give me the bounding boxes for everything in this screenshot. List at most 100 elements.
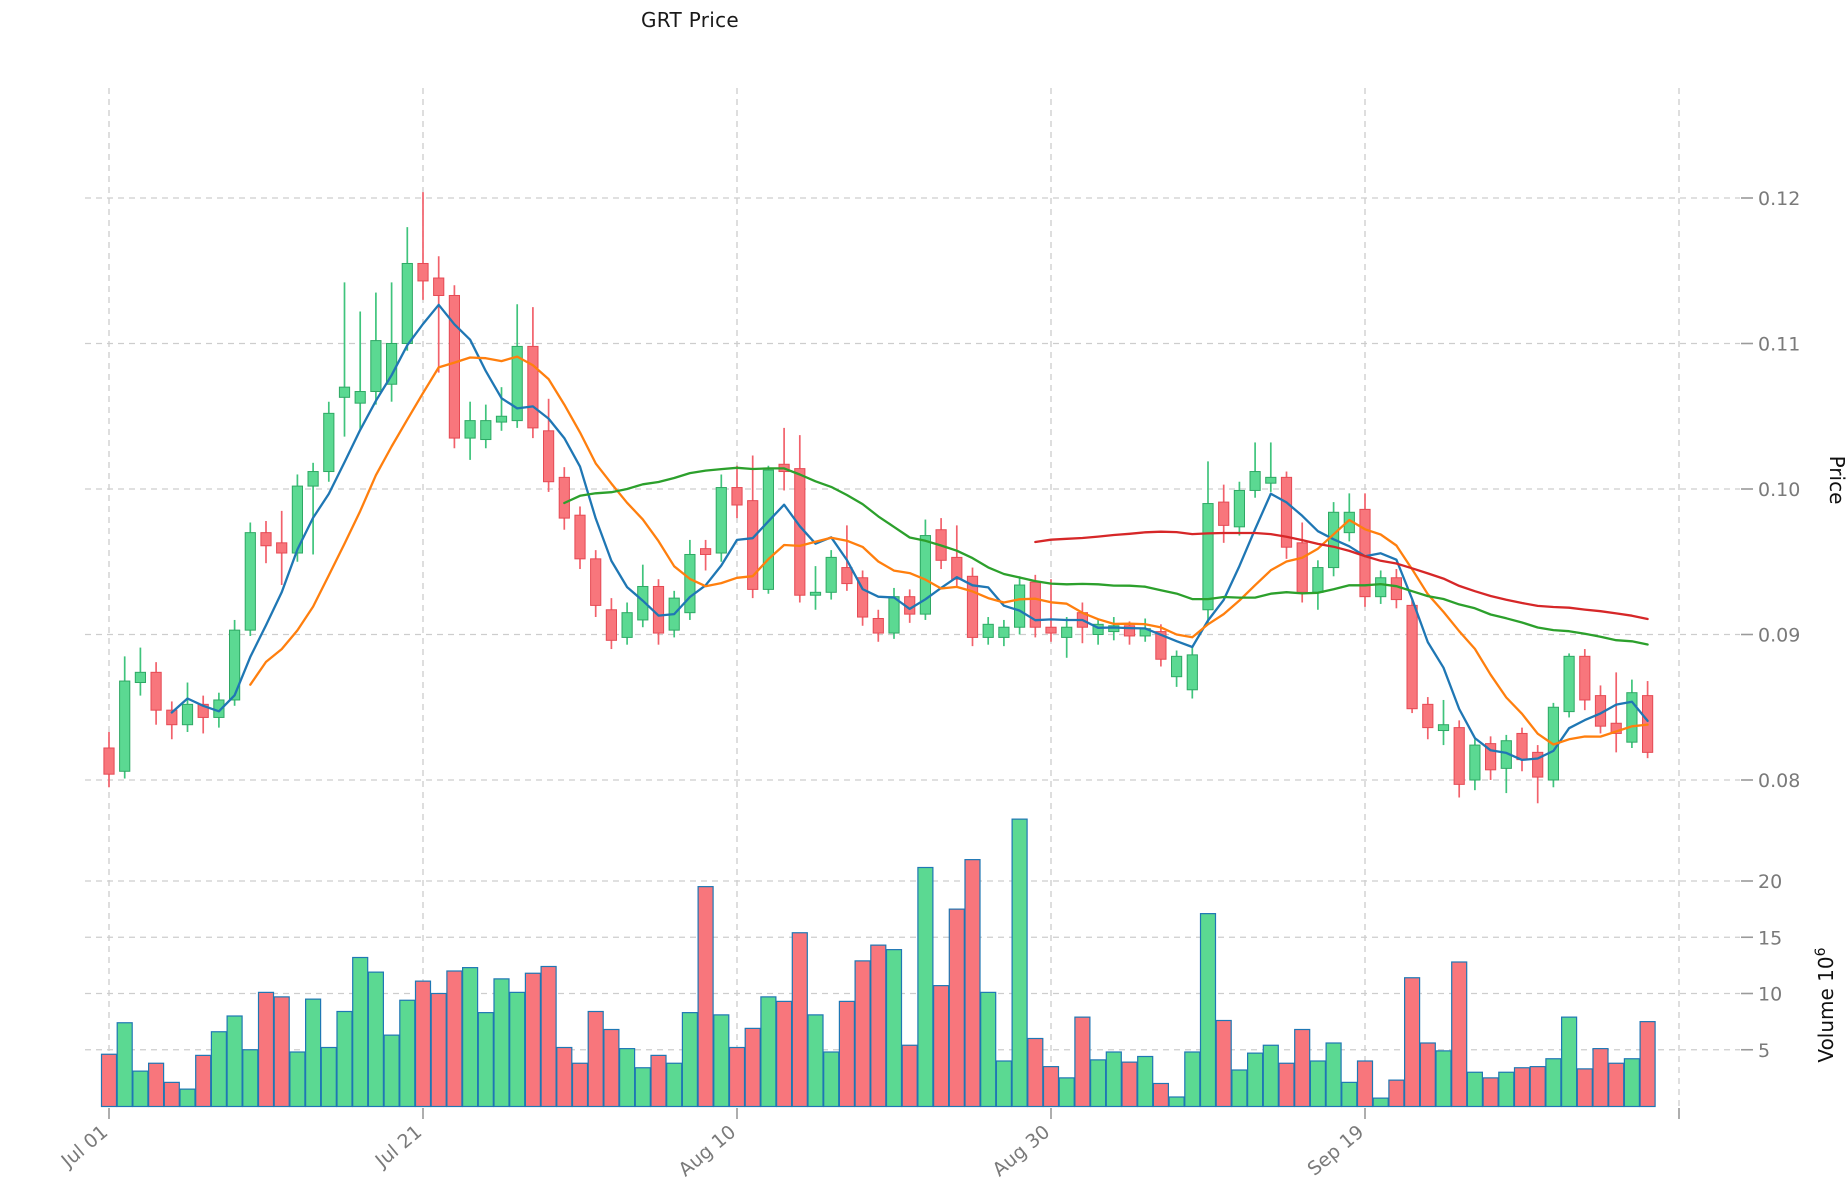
price-tick-label: 0.11 xyxy=(1758,334,1800,356)
volume-bar xyxy=(1137,1055,1154,1108)
candle-up xyxy=(1249,471,1261,491)
volume-bar xyxy=(901,1044,918,1108)
candle-down xyxy=(103,747,115,775)
volume-bar xyxy=(1089,1059,1107,1108)
candle-up xyxy=(229,629,241,701)
volume-axis: 20 15 10 5 xyxy=(1741,871,1782,1062)
candle-up xyxy=(495,415,508,423)
volume-bar xyxy=(430,992,447,1108)
volume-bar xyxy=(1011,818,1028,1108)
candle-down xyxy=(574,514,586,560)
volume-tick-label: 20 xyxy=(1758,871,1782,893)
volume-bar xyxy=(1419,1042,1436,1108)
candle-down xyxy=(1422,703,1434,729)
candle-up xyxy=(181,703,194,726)
volume-bar xyxy=(618,1048,636,1108)
price-tick-label: 0.12 xyxy=(1758,188,1800,210)
volume-bar xyxy=(1105,1051,1122,1108)
candle-down xyxy=(1280,476,1293,548)
candle-down xyxy=(1406,604,1418,710)
volume-bar xyxy=(1294,1028,1311,1108)
price-axis: 0.12 0.11 0.10 0.09 0.08 xyxy=(1741,188,1800,792)
candle-up xyxy=(1437,724,1450,732)
price-tick-label: 0.08 xyxy=(1758,770,1800,792)
volume-bar xyxy=(477,1012,494,1108)
volume-bar xyxy=(367,971,384,1108)
volume-bar xyxy=(634,1067,651,1108)
date-tick-label: Jul 21 xyxy=(371,1121,427,1173)
candle-down xyxy=(1296,542,1308,593)
volume-bar xyxy=(1356,1060,1374,1108)
candle-down xyxy=(951,556,963,580)
sma-5-line xyxy=(170,303,1649,762)
volume-bar xyxy=(1121,1061,1138,1108)
volume-bar xyxy=(744,1027,761,1108)
volume-bar xyxy=(728,1046,746,1108)
volume-bar xyxy=(807,1014,824,1108)
volume-bar xyxy=(1246,1052,1264,1108)
candle-up xyxy=(291,485,303,554)
volume-bar xyxy=(587,1010,604,1108)
volume-bar xyxy=(1184,1051,1201,1108)
volume-bar xyxy=(838,1000,856,1108)
volume-bar xyxy=(1451,961,1468,1108)
candle-down xyxy=(605,609,617,641)
volume-bar xyxy=(1560,1016,1578,1108)
candle-up xyxy=(982,623,994,638)
candle-down xyxy=(966,575,979,638)
volume-tick-label: 5 xyxy=(1758,1040,1770,1062)
candle-up xyxy=(1626,692,1638,743)
volume-bar xyxy=(1403,977,1421,1108)
candle-down xyxy=(731,487,743,506)
candle-down xyxy=(417,262,429,282)
candle-up xyxy=(119,680,131,772)
volume-bar xyxy=(1639,1021,1656,1108)
volume-bar xyxy=(1152,1082,1170,1108)
date-tick-label: Aug 30 xyxy=(988,1121,1054,1181)
candle-down xyxy=(794,468,806,596)
candle-up xyxy=(998,626,1010,638)
volume-bar xyxy=(1608,1062,1625,1108)
volume-bar xyxy=(226,1015,243,1108)
candle-down xyxy=(1516,732,1528,761)
candle-up xyxy=(762,469,774,590)
volume-bar xyxy=(383,1034,400,1108)
sma-10-line xyxy=(249,355,1649,746)
candle-down xyxy=(1579,655,1591,701)
volume-bar xyxy=(1262,1044,1279,1108)
volume-bar xyxy=(650,1054,667,1108)
volume-bar xyxy=(179,1088,196,1108)
candle-up xyxy=(464,420,476,439)
volume-bar xyxy=(1309,1060,1327,1108)
volume-bar xyxy=(1498,1071,1515,1108)
volume-bar xyxy=(305,998,322,1108)
candle-up xyxy=(1312,567,1324,593)
candle-down xyxy=(166,709,178,726)
volume-bar xyxy=(775,1000,793,1108)
volume-bar xyxy=(885,949,903,1108)
volume-tick-label: 10 xyxy=(1758,984,1782,1006)
volume-bar xyxy=(540,965,557,1108)
volume-bar xyxy=(603,1028,620,1108)
volume-bar xyxy=(1435,1050,1452,1108)
volume-bar xyxy=(870,944,887,1108)
volume-bar xyxy=(148,1062,165,1108)
volume-bar xyxy=(571,1062,589,1108)
candle-down xyxy=(1045,626,1057,634)
candle-down xyxy=(700,548,712,555)
volume-bar xyxy=(1466,1071,1484,1108)
volume-bar xyxy=(948,908,965,1108)
candle-up xyxy=(1171,655,1183,678)
candle-up xyxy=(370,340,382,393)
candle-up xyxy=(323,412,335,473)
candle-down xyxy=(527,345,539,429)
volume-bar xyxy=(995,1060,1013,1108)
candle-up xyxy=(715,487,727,554)
candle-down xyxy=(841,567,853,585)
volume-bar xyxy=(289,1051,306,1108)
volume-bar xyxy=(1592,1048,1609,1108)
volume-bar xyxy=(1278,1062,1295,1108)
candle-up xyxy=(684,553,696,614)
volume-bar xyxy=(493,978,510,1108)
